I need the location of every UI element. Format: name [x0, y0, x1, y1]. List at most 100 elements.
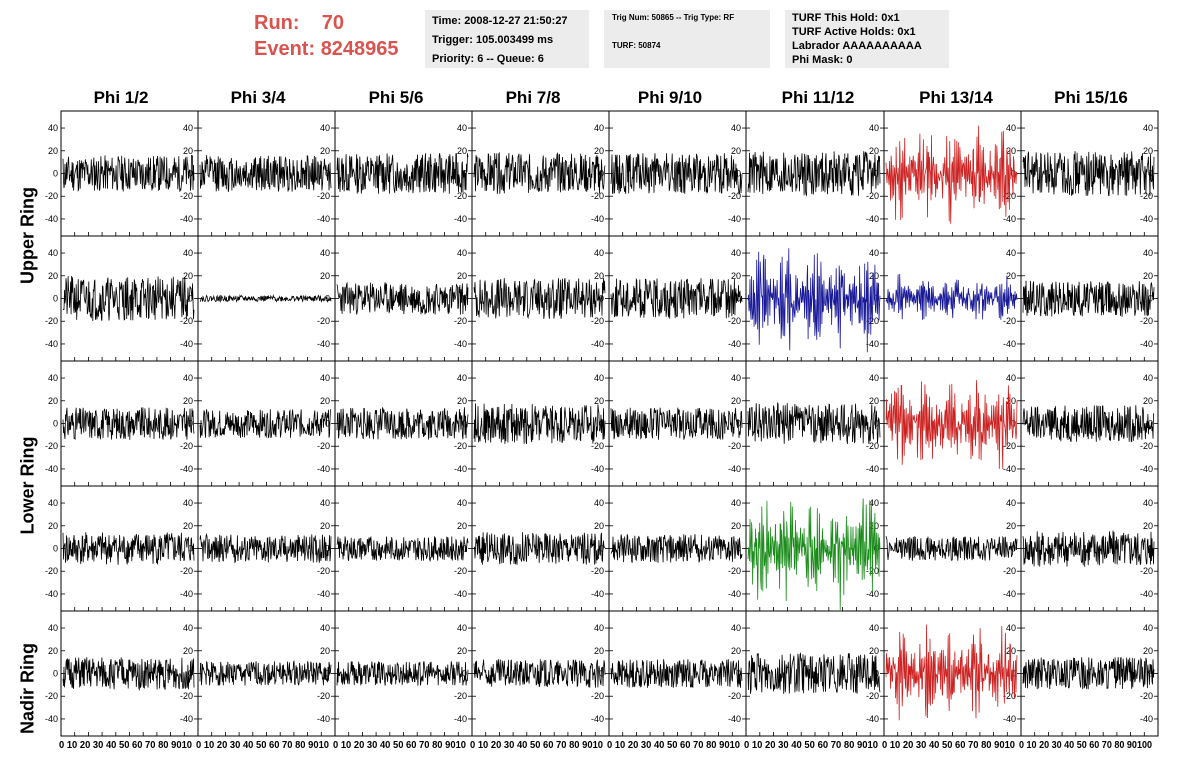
waveform-trace [885, 535, 1018, 562]
panel-r1-c4: -40 -20 0 20 40 [608, 235, 747, 362]
y-tick-label: -20 [728, 191, 741, 201]
y-tick-label: -20 [1003, 316, 1016, 326]
panel-r0-c4: -40 -20 0 20 40 [608, 110, 747, 237]
y-tick-label: 20 [320, 396, 330, 406]
y-tick-label: -40 [454, 214, 467, 224]
labrador-text: Labrador AAAAAAAAAA [792, 40, 922, 52]
column-title-phi-3-4: Phi 3/4 [230, 88, 286, 107]
panel-r1-c0: -40 -40 -20 -20 0 0 20 20 40 40 [45, 235, 199, 362]
y-tick-label: -20 [1003, 441, 1016, 451]
y-tick-label: 0 [874, 169, 879, 179]
y-tick-label: 40 [594, 498, 604, 508]
y-tick-label: 40 [869, 123, 879, 133]
y-tick-label: 20 [1006, 646, 1016, 656]
y-tick-label: -40 [591, 214, 604, 224]
y-tick-label: -20 [180, 441, 193, 451]
y-tick-label: 20 [594, 271, 604, 281]
y-tick-label: 40 [594, 373, 604, 383]
y-tick-label: 40 [731, 623, 741, 633]
y-tick-label: -40 [1003, 714, 1016, 724]
y-tick-label: 20 [731, 521, 741, 531]
y-tick-label: -40 [728, 464, 741, 474]
y-tick-label: 20 [731, 646, 741, 656]
y-tick-label-outer: 0 [53, 419, 58, 429]
column-title-phi-1-2: Phi 1/2 [93, 88, 149, 107]
y-tick-label: 40 [869, 248, 879, 258]
y-tick-label: -40 [454, 589, 467, 599]
y-tick-label: -40 [1140, 464, 1153, 474]
y-tick-label-outer: 40 [48, 623, 58, 633]
y-tick-label: 40 [457, 123, 467, 133]
waveform-trace [1022, 151, 1155, 197]
y-tick-label: 20 [183, 521, 193, 531]
y-tick-label-outer: -40 [45, 589, 58, 599]
turf-text: TURF: 50874 [612, 41, 661, 50]
waveform-trace [610, 407, 743, 441]
y-tick-label-outer: 40 [48, 248, 58, 258]
y-tick-label: 20 [869, 646, 879, 656]
y-tick-label: -40 [591, 714, 604, 724]
y-tick-label: -20 [454, 441, 467, 451]
y-tick-label: -20 [1140, 191, 1153, 201]
y-tick-label: 20 [1006, 146, 1016, 156]
y-tick-label: 40 [731, 123, 741, 133]
y-tick-label-outer: 40 [48, 498, 58, 508]
waveform-trace [1022, 280, 1155, 317]
y-tick-label: 20 [183, 396, 193, 406]
waveform-trace [336, 281, 469, 315]
y-tick-label: -40 [454, 339, 467, 349]
y-tick-label: 20 [869, 271, 879, 281]
y-tick-label-outer: 40 [48, 123, 58, 133]
panel-r0-c5: -40 -20 0 20 40 [745, 110, 885, 237]
y-tick-label: 20 [594, 646, 604, 656]
y-tick-label: 40 [183, 623, 193, 633]
y-tick-label: -40 [1003, 589, 1016, 599]
x-axis-label: 0 10 20 30 40 50 60 70 80 9010 [882, 740, 1015, 751]
y-tick-label: 40 [1143, 123, 1153, 133]
y-tick-label: 20 [320, 271, 330, 281]
y-tick-label: -20 [728, 566, 741, 576]
y-tick-label: 20 [731, 146, 741, 156]
waveform-trace [1022, 530, 1155, 567]
y-tick-label: -20 [1003, 691, 1016, 701]
panel-r3-c1: -40 -20 0 20 40 [197, 485, 336, 612]
y-tick-label: -20 [317, 191, 330, 201]
waveform-trace [336, 535, 469, 563]
y-tick-label-outer: 40 [48, 373, 58, 383]
y-tick-label: -40 [180, 589, 193, 599]
y-tick-label: 20 [457, 646, 467, 656]
waveform-trace [473, 532, 606, 565]
y-tick-label: -20 [1140, 566, 1153, 576]
waveform-trace [747, 498, 881, 611]
y-tick-label: 40 [457, 498, 467, 508]
waveform-trace [747, 248, 881, 353]
panel-frame [334, 360, 473, 487]
waveform-trace [473, 151, 606, 194]
waveform-trace [610, 534, 743, 563]
y-tick-label-outer: -40 [45, 464, 58, 474]
column-title-phi-7-8: Phi 7/8 [505, 88, 561, 107]
panel-r2-c5: -40 -20 0 20 40 [745, 360, 885, 487]
y-tick-label: -20 [591, 316, 604, 326]
event-value: 8248965 [320, 38, 399, 60]
waveform-trace [885, 273, 1018, 320]
y-tick-label-outer: 20 [48, 146, 58, 156]
y-tick-label: -20 [180, 691, 193, 701]
turf-active-holds-text: TURF Active Holds: 0x1 [792, 26, 916, 38]
y-tick-label: 20 [1143, 521, 1153, 531]
y-tick-label: -20 [180, 566, 193, 576]
waveform-trace [610, 659, 743, 689]
time-text: Time: 2008-12-27 21:50:27 [432, 15, 568, 27]
y-tick-label: 0 [188, 169, 193, 179]
y-tick-label: 40 [1006, 623, 1016, 633]
y-tick-label: 20 [320, 521, 330, 531]
panel-r2-c1: -40 -20 0 20 40 [197, 360, 336, 487]
